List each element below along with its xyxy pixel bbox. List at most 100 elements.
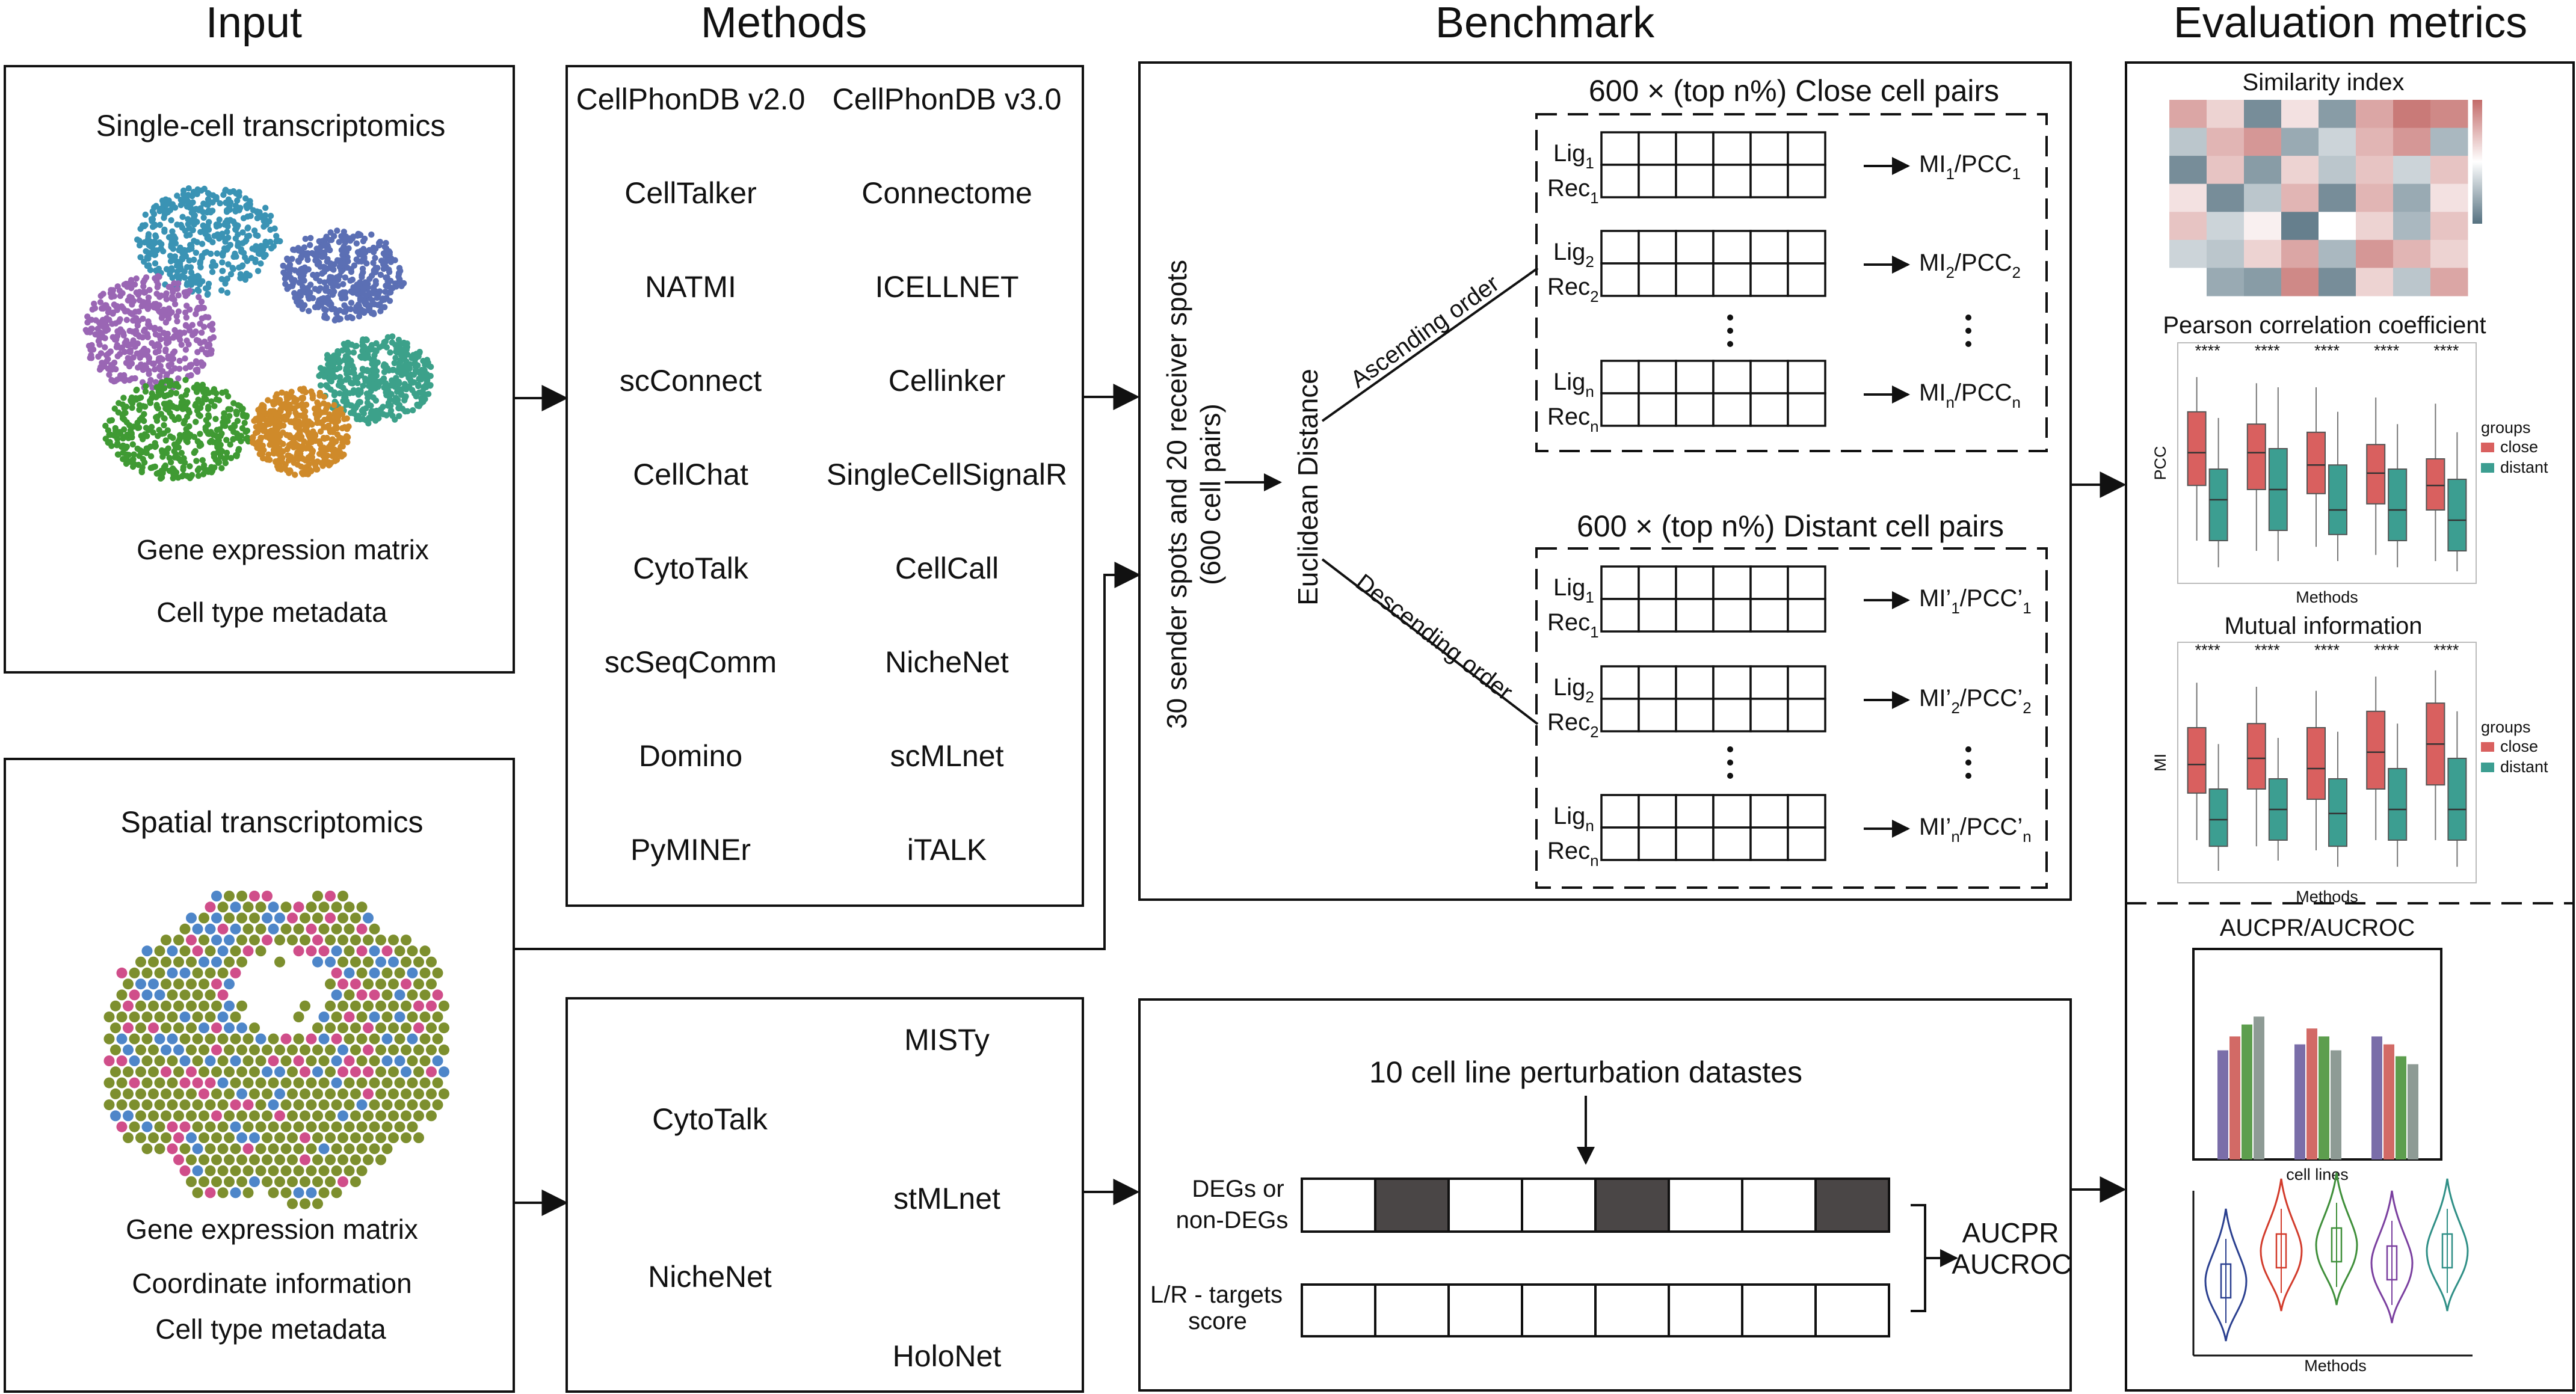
spatial-spot [103, 1033, 115, 1045]
cell-dot [310, 428, 316, 435]
cell-dot [200, 385, 207, 391]
cell-dot [169, 228, 176, 235]
spatial-spot [280, 1033, 292, 1045]
spatial-spot [325, 1044, 336, 1055]
cell-dot [88, 352, 94, 358]
cell-dot [348, 299, 355, 306]
spatial-spot [274, 1154, 285, 1165]
cell-dot [238, 248, 245, 255]
spatial-spot [236, 1132, 247, 1143]
spatial-spot [192, 945, 203, 957]
spatial-spot [274, 912, 285, 924]
spatial-spot [199, 978, 209, 990]
grid-cell [1749, 262, 1789, 297]
spatial-spot [255, 1033, 267, 1045]
cell-dot [91, 305, 99, 312]
spatial-spot [148, 1132, 159, 1143]
spatial-spot [325, 1154, 336, 1165]
lr-label-2: score [1188, 1308, 1247, 1334]
significance-label: **** [2314, 342, 2340, 360]
cell-dot [154, 284, 161, 290]
cell-dot [202, 394, 208, 401]
spatial-spot [375, 978, 386, 990]
spatial-spot [116, 1121, 128, 1132]
spatial-spot [167, 1143, 178, 1155]
heatmap-cell [2319, 212, 2356, 241]
spatial-spot [186, 1022, 197, 1034]
spatial-spot [381, 1099, 393, 1111]
cell-dot [330, 266, 337, 273]
spatial-spot [242, 923, 254, 935]
metric-label: MI2/PCC2 [1919, 250, 2021, 281]
grid-cell [1749, 665, 1789, 700]
cell-dot [143, 364, 149, 370]
spatial-spot [242, 1099, 254, 1111]
spatial-spot [186, 1132, 197, 1143]
cell-dot [323, 233, 330, 240]
spatial-spot [205, 1055, 216, 1066]
spatial-spot [116, 1099, 128, 1111]
heatmap-cell [2356, 156, 2394, 185]
cell-dot [342, 274, 349, 281]
cell-dot [223, 437, 230, 443]
cell-dot [206, 219, 212, 226]
cell-dot [387, 402, 394, 409]
spatial-spot [167, 1121, 178, 1132]
grid-cell [1600, 826, 1640, 861]
spatial-spot [337, 1132, 348, 1143]
spatial-spot [205, 1077, 216, 1088]
box-close [2246, 723, 2266, 790]
heatmap-cell [2281, 239, 2319, 268]
spatial-spot [179, 1012, 191, 1022]
spatial-spot [388, 1022, 399, 1034]
spatial-spot [401, 1088, 411, 1099]
spatial-spot [318, 901, 330, 913]
spatial-spot [419, 967, 431, 978]
cell-dot [185, 216, 191, 223]
cell-dot [185, 341, 192, 348]
cell-dot [137, 447, 143, 453]
cell-dot [331, 288, 337, 295]
grid-cell [1712, 565, 1752, 600]
cell-dot [102, 344, 108, 351]
spatial-spot [356, 923, 368, 935]
pair-rows: Lig1Rec1MI1/PCC1Lig2Rec2MI2/PCC2LignRecn… [1547, 131, 2032, 870]
cell-dot [196, 293, 202, 301]
spatial-spot [369, 945, 380, 957]
grid-cell [1749, 230, 1789, 265]
spatial-spot [344, 1165, 355, 1176]
cell-dot [342, 376, 350, 383]
cell-dot [96, 366, 103, 373]
spatial-spot [356, 1143, 368, 1155]
spatial-spot [293, 1121, 304, 1132]
ascending-label: Ascending order [1346, 270, 1504, 393]
cell-dot [324, 404, 330, 410]
spatial-spot [148, 1000, 159, 1012]
spatial-spot [154, 967, 165, 978]
cell-dot [216, 222, 223, 229]
grid-cell [1638, 665, 1677, 700]
spatial-spot [407, 945, 418, 957]
spatial-spot [439, 1000, 449, 1012]
spatial-spot [135, 1110, 146, 1122]
cell-dot [315, 402, 322, 408]
cell-dot [310, 271, 316, 278]
spatial-spot [306, 1033, 317, 1045]
cell-dot [207, 209, 214, 216]
cell-dot [352, 375, 359, 382]
spatial-spot [369, 923, 380, 935]
spatial-spot [173, 1066, 184, 1078]
spatial-spot [318, 1165, 330, 1176]
cell-dot [378, 257, 385, 264]
spatial-spot [230, 1121, 241, 1132]
cell-dot [392, 342, 399, 348]
spatial-spot [242, 1055, 254, 1066]
descending-label: Descending order [1351, 569, 1517, 705]
cell-dot [270, 401, 277, 408]
spatial-spot [224, 912, 235, 924]
cell-dot [177, 221, 184, 229]
cell-dot [111, 293, 117, 299]
cell-dot [134, 236, 141, 243]
cell-dot [414, 401, 421, 408]
spatial-spot [432, 989, 443, 1001]
